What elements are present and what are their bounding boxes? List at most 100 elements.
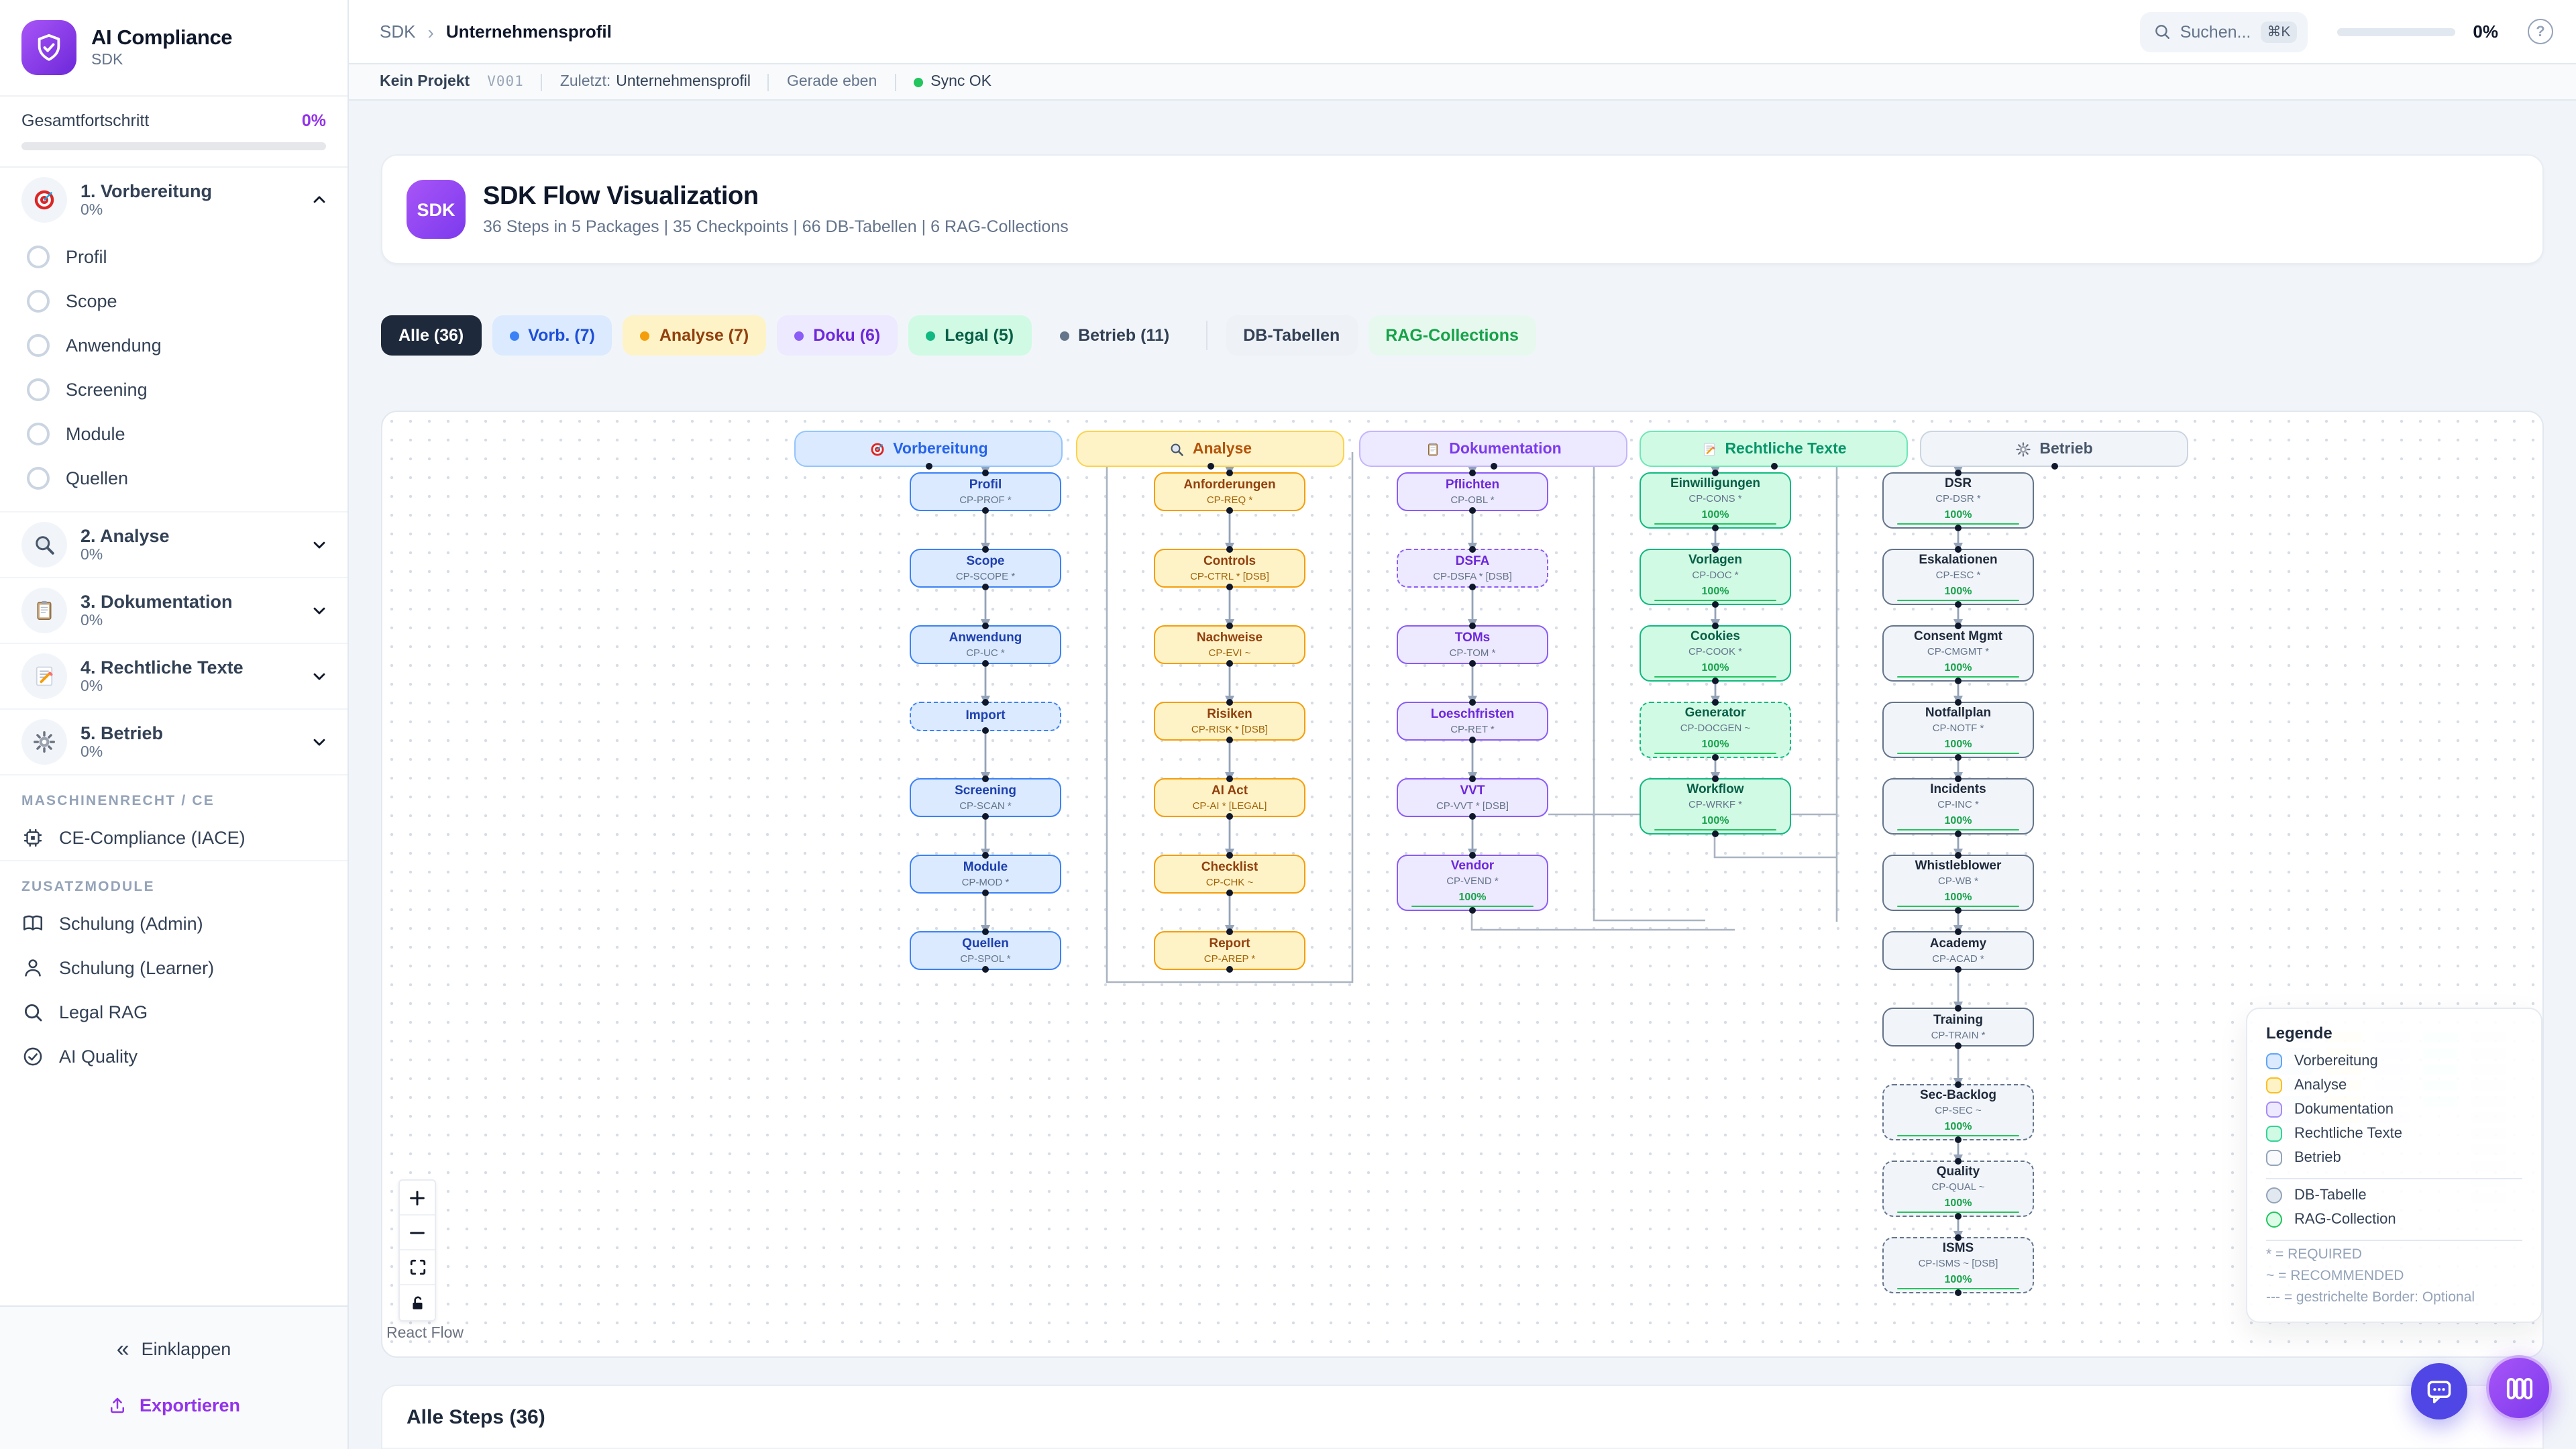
flow-node-screening[interactable]: Screening CP-SCAN * <box>910 775 1061 820</box>
flow-node-dsfa[interactable]: DSFA CP-DSFA * [DSB] <box>1397 546 1548 590</box>
flow-node-cookies[interactable]: Cookies CP-COOK * 100% <box>1640 623 1791 684</box>
divider <box>1205 321 1208 350</box>
chevron-down-icon <box>310 601 329 620</box>
node-title: Cookies <box>1690 629 1740 644</box>
flow-node-vorlagen[interactable]: Vorlagen CP-DOC * 100% <box>1640 546 1791 608</box>
flow-node-anwendung[interactable]: Anwendung CP-UC * <box>910 623 1061 667</box>
flow-node-toms[interactable]: TOMs CP-TOM * <box>1397 623 1548 667</box>
node-progress-bar <box>1897 1134 2019 1136</box>
panels-fab-button[interactable] <box>2486 1355 2552 1421</box>
filter-chip-legal-5[interactable]: Legal (5) <box>908 315 1032 356</box>
node-title: AI Act <box>1211 783 1248 798</box>
sidebar-item-screening[interactable]: Screening <box>0 368 347 412</box>
sidebar-item-quellen[interactable]: Quellen <box>0 456 347 500</box>
fit-view-button[interactable] <box>400 1250 435 1285</box>
sidebar-item-profil[interactable]: Profil <box>0 235 347 279</box>
help-button[interactable]: ? <box>2528 19 2553 44</box>
check-circle-icon <box>21 1045 44 1068</box>
flow-node-vvt[interactable]: VVT CP-VVT * [DSB] <box>1397 775 1548 820</box>
package-header-betrieb[interactable]: Betrieb <box>1920 431 2188 470</box>
sidebar-item-schulung-admin-[interactable]: Schulung (Admin) <box>0 902 347 946</box>
flow-node-controls[interactable]: Controls CP-CTRL * [DSB] <box>1154 546 1305 590</box>
node-title: DSR <box>1944 476 1972 491</box>
flow-node-pflichten[interactable]: Pflichten CP-OBL * <box>1397 470 1548 514</box>
flow-node-vendor[interactable]: Vendor CP-VEND * 100% <box>1397 852 1548 914</box>
export-button[interactable]: Exportieren <box>0 1377 347 1433</box>
flow-node-nachweise[interactable]: Nachweise CP-EVI ~ <box>1154 623 1305 667</box>
node-progress-bar <box>1897 599 2019 601</box>
flow-node-profil[interactable]: Profil CP-PROF * <box>910 470 1061 514</box>
sidebar-item-module[interactable]: Module <box>0 412 347 456</box>
collapse-label: Einklappen <box>141 1338 231 1358</box>
lock-toggle-button[interactable] <box>400 1285 435 1320</box>
flow-node-dsr[interactable]: DSR CP-DSR * 100% <box>1882 470 2034 531</box>
flow-node-eskalationen[interactable]: Eskalationen CP-ESC * 100% <box>1882 546 2034 608</box>
package-header-doku[interactable]: Dokumentation <box>1359 431 1627 470</box>
flow-node-quellen[interactable]: Quellen CP-SPOL * <box>910 928 1061 973</box>
sidebar-section-4[interactable]: 4. Rechtliche Texte 0% <box>0 643 347 708</box>
sync-status: Sync OK <box>930 74 992 90</box>
node-progress-bar <box>1654 599 1776 601</box>
flow-node-whistleblower[interactable]: Whistleblower CP-WB * 100% <box>1882 852 2034 914</box>
sidebar-section-3[interactable]: 3. Dokumentation 0% <box>0 577 347 643</box>
sidebar-item-anwendung[interactable]: Anwendung <box>0 323 347 368</box>
breadcrumb-root[interactable]: SDK <box>380 21 416 42</box>
flow-node-academy[interactable]: Academy CP-ACAD * <box>1882 928 2034 973</box>
flow-node-sec-backlog[interactable]: Sec-Backlog CP-SEC ~ 100% <box>1882 1081 2034 1143</box>
flow-node-training[interactable]: Training CP-TRAIN * <box>1882 1005 2034 1049</box>
filter-chip-rag-collections[interactable]: RAG-Collections <box>1368 315 1536 356</box>
zoom-out-button[interactable] <box>400 1216 435 1250</box>
flow-node-import[interactable]: Import <box>910 699 1061 734</box>
sidebar-item-ce-compliance[interactable]: CE-Compliance (IACE) <box>0 816 347 860</box>
search-input[interactable]: Suchen... ⌘K <box>2139 11 2308 52</box>
node-code: CP-DSFA * [DSB] <box>1433 570 1512 582</box>
flow-node-ai-act[interactable]: AI Act CP-AI * [LEGAL] <box>1154 775 1305 820</box>
flow-node-notfallplan[interactable]: Notfallplan CP-NOTF * 100% <box>1882 699 2034 761</box>
flow-node-loeschfristen[interactable]: Loeschfristen CP-RET * <box>1397 699 1548 743</box>
package-header-legal[interactable]: Rechtliche Texte <box>1640 431 1908 470</box>
node-title: Report <box>1209 936 1250 951</box>
node-title: Checklist <box>1201 859 1258 875</box>
divider <box>541 73 543 91</box>
filter-chip-betrieb-11[interactable]: Betrieb (11) <box>1042 315 1187 356</box>
chat-fab-button[interactable] <box>2411 1363 2467 1419</box>
sidebar-section-1[interactable]: 1. Vorbereitung 0% <box>0 168 347 232</box>
flow-node-anforderungen[interactable]: Anforderungen CP-REQ * <box>1154 470 1305 514</box>
zoom-in-button[interactable] <box>400 1181 435 1216</box>
flow-canvas[interactable]: Legende Vorbereitung Analyse Dokumentation… <box>381 411 2544 1358</box>
node-code: CP-UC * <box>966 646 1005 659</box>
legend-item-db-tabelle: DB-Tabelle <box>2266 1187 2522 1203</box>
flow-node-quality[interactable]: Quality CP-QUAL ~ 100% <box>1882 1158 2034 1220</box>
sidebar-section-2[interactable]: 2. Analyse 0% <box>0 511 347 577</box>
node-progress-bar <box>1654 828 1776 830</box>
flow-node-consent-mgmt[interactable]: Consent Mgmt CP-CMGMT * 100% <box>1882 623 2034 684</box>
node-progress-bar <box>1897 752 2019 754</box>
sidebar-item-ai-quality[interactable]: AI Quality <box>0 1034 347 1079</box>
package-header-vorb[interactable]: Vorbereitung <box>794 431 1063 470</box>
flow-node-scope[interactable]: Scope CP-SCOPE * <box>910 546 1061 590</box>
node-title: Controls <box>1203 553 1256 569</box>
collapse-sidebar-button[interactable]: « Einklappen <box>0 1320 347 1377</box>
flow-node-incidents[interactable]: Incidents CP-INC * 100% <box>1882 775 2034 837</box>
flow-node-report[interactable]: Report CP-AREP * <box>1154 928 1305 973</box>
flow-node-module[interactable]: Module CP-MOD * <box>910 852 1061 896</box>
flow-node-risiken[interactable]: Risiken CP-RISK * [DSB] <box>1154 699 1305 743</box>
sidebar-item-legal-rag[interactable]: Legal RAG <box>0 990 347 1034</box>
filter-chip-doku-6[interactable]: Doku (6) <box>777 315 898 356</box>
flow-node-workflow[interactable]: Workflow CP-WRKF * 100% <box>1640 775 1791 837</box>
flow-node-checklist[interactable]: Checklist CP-CHK ~ <box>1154 852 1305 896</box>
react-flow-attribution[interactable]: React Flow <box>386 1326 464 1342</box>
node-title: Sec-Backlog <box>1919 1088 1997 1103</box>
sidebar-section-5[interactable]: 5. Betrieb 0% <box>0 708 347 774</box>
filter-chip-vorb-7[interactable]: Vorb. (7) <box>492 315 612 356</box>
filter-chip-db-tabellen[interactable]: DB-Tabellen <box>1226 315 1358 356</box>
flow-node-generator[interactable]: Generator CP-DOCGEN ~ 100% <box>1640 699 1791 761</box>
sidebar-item-scope[interactable]: Scope <box>0 279 347 323</box>
sidebar-item-schulung-learner-[interactable]: Schulung (Learner) <box>0 946 347 990</box>
package-header-analyse[interactable]: Analyse <box>1076 431 1344 470</box>
filter-chip-analyse-7[interactable]: Analyse (7) <box>623 315 767 356</box>
gear-icon <box>21 719 67 765</box>
flow-node-isms[interactable]: ISMS CP-ISMS ~ [DSB] 100% <box>1882 1234 2034 1296</box>
filter-chip-alle-36[interactable]: Alle (36) <box>381 315 482 356</box>
flow-node-einwilligungen[interactable]: Einwilligungen CP-CONS * 100% <box>1640 470 1791 531</box>
